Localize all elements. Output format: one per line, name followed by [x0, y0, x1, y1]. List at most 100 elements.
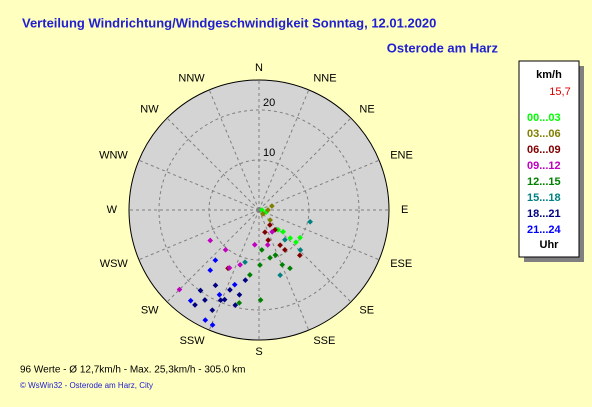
r-tick-label: 20	[263, 97, 275, 109]
direction-label: SW	[141, 304, 159, 316]
point	[209, 322, 216, 328]
point	[236, 300, 243, 306]
direction-label: SSW	[180, 335, 206, 347]
spoke	[138, 209, 260, 261]
direction-label: ESE	[390, 258, 412, 270]
legend-label: 15...18	[527, 192, 561, 204]
point	[297, 247, 304, 253]
point	[202, 317, 209, 323]
legend-note: 15,7	[549, 86, 570, 98]
point	[192, 302, 198, 308]
point	[277, 242, 283, 248]
point	[267, 222, 273, 228]
point	[282, 236, 288, 243]
point	[197, 287, 204, 294]
point	[242, 259, 248, 265]
point	[287, 265, 293, 272]
spoke	[258, 209, 380, 261]
credit: © WsWin32 - Osterode am Harz, City	[20, 381, 153, 390]
point	[207, 237, 214, 244]
point	[267, 217, 273, 223]
point	[258, 247, 265, 253]
point	[217, 297, 224, 304]
legend-label: 06...09	[527, 144, 561, 156]
spoke	[258, 89, 310, 211]
point	[216, 291, 223, 298]
point	[176, 286, 183, 293]
legend-label: 12...15	[527, 176, 561, 188]
legend-label: 09...12	[527, 160, 561, 172]
point	[269, 203, 275, 209]
spoke	[258, 117, 352, 211]
point	[226, 265, 233, 271]
spoke	[166, 209, 260, 303]
point	[297, 234, 303, 241]
direction-label: SE	[359, 304, 374, 316]
legend-box	[518, 60, 580, 258]
chart-title: Verteilung Windrichtung/Windgeschwindigk…	[22, 15, 436, 30]
point	[247, 272, 253, 278]
point	[279, 261, 286, 268]
point	[277, 272, 283, 278]
direction-label: NW	[140, 103, 159, 115]
direction-label: NNE	[313, 73, 336, 85]
point	[257, 297, 264, 303]
point	[287, 235, 294, 241]
legend-label: 00...03	[527, 112, 561, 124]
point	[259, 207, 265, 213]
point	[209, 307, 216, 313]
point	[280, 228, 286, 235]
point	[207, 267, 214, 274]
point	[293, 239, 299, 245]
direction-label: W	[107, 204, 118, 216]
legend-label: 18...21	[527, 208, 561, 220]
point	[260, 211, 266, 217]
point	[187, 297, 194, 304]
point	[257, 262, 263, 268]
point	[296, 252, 303, 259]
direction-label: NE	[359, 103, 374, 115]
point	[265, 207, 271, 213]
point	[307, 218, 313, 225]
spoke	[258, 159, 380, 211]
spoke	[166, 117, 260, 211]
point	[231, 281, 238, 288]
direction-label: E	[401, 204, 408, 216]
direction-label: WNW	[99, 150, 128, 162]
point	[227, 287, 233, 293]
point	[267, 254, 273, 261]
stats: 96 Werte - Ø 12,7km/h - Max. 25,3km/h - …	[20, 365, 245, 376]
spoke	[258, 209, 310, 331]
direction-label: ENE	[390, 150, 413, 162]
point	[212, 282, 219, 289]
point	[202, 297, 208, 303]
spoke	[208, 89, 260, 211]
spoke	[138, 159, 260, 211]
point	[242, 277, 249, 284]
spoke	[258, 209, 352, 303]
point	[262, 229, 268, 236]
spoke	[208, 209, 260, 331]
grid-ring	[208, 159, 310, 261]
chart-subtitle: Osterode am Harz	[387, 40, 499, 55]
r-tick-label: 10	[263, 147, 275, 159]
point	[265, 237, 272, 243]
point	[237, 262, 243, 268]
point	[236, 291, 243, 298]
legend-label: 21...24	[527, 224, 562, 236]
direction-label: SSE	[313, 335, 335, 347]
direction-label: NNW	[178, 73, 205, 85]
point	[275, 226, 281, 233]
grid-ring	[158, 109, 360, 311]
point	[222, 247, 229, 253]
legend-title: km/h	[536, 69, 562, 81]
legend-label: 03...06	[527, 128, 561, 140]
direction-label: S	[255, 346, 262, 358]
point	[232, 302, 239, 308]
point	[221, 296, 228, 303]
point	[251, 241, 258, 248]
direction-label: N	[255, 62, 263, 74]
direction-label: WSW	[100, 258, 129, 270]
point	[212, 257, 219, 264]
